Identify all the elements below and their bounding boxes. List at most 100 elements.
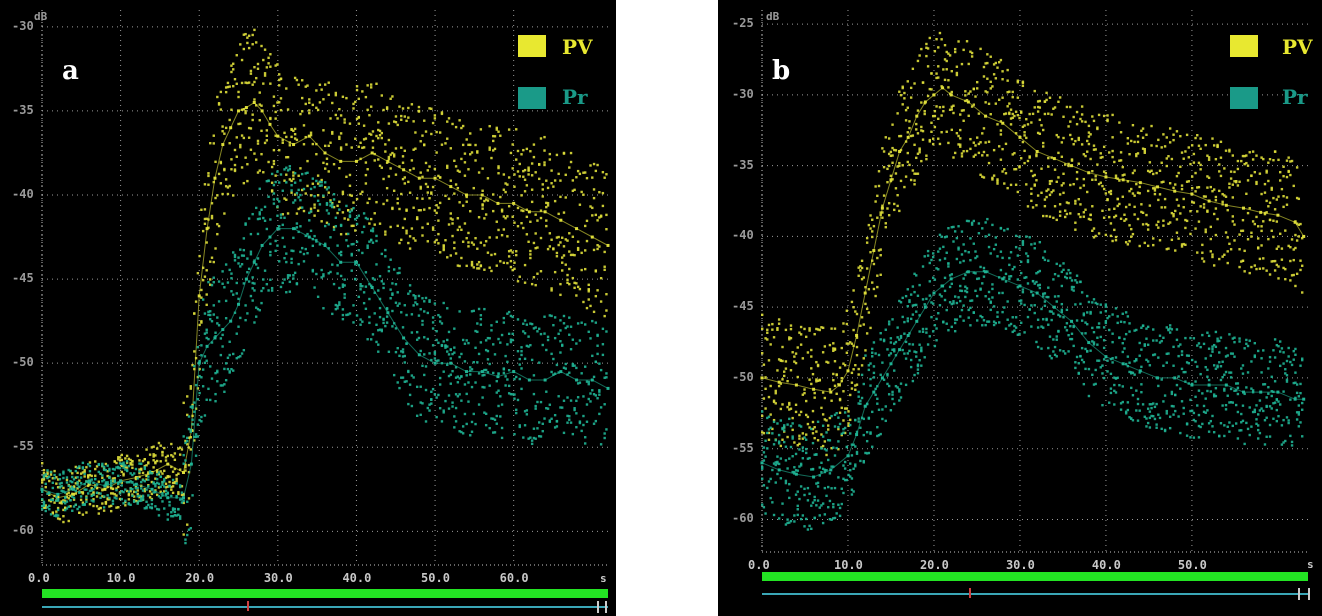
sample-point: [193, 312, 196, 315]
timeline-end-handle-a[interactable]: [597, 601, 607, 613]
sample-column: [63, 491, 67, 512]
data-point: [166, 496, 170, 500]
timeline-scroll-track-a[interactable]: [42, 606, 608, 608]
sample-point: [230, 367, 233, 371]
sample-point: [1065, 105, 1069, 109]
sample-column: [348, 210, 352, 315]
sample-point: [559, 293, 562, 297]
sample-point: [603, 432, 606, 435]
sample-column: [62, 486, 65, 524]
sample-point: [230, 158, 233, 161]
sample-point: [1141, 147, 1145, 150]
sample-point: [437, 219, 440, 222]
sample-point: [764, 407, 767, 410]
sample-point: [1086, 150, 1089, 153]
sample-point: [525, 147, 529, 151]
sample-point: [808, 327, 811, 330]
sample-point: [1047, 112, 1050, 115]
sample-point: [407, 106, 410, 110]
sample-point: [562, 431, 566, 435]
data-point: [237, 302, 241, 306]
sample-point: [332, 282, 336, 286]
sample-point: [239, 43, 242, 46]
sample-point: [187, 497, 191, 500]
sample-point: [109, 492, 113, 495]
sample-point: [550, 314, 553, 318]
sample-point: [509, 265, 513, 269]
sample-point: [71, 495, 74, 498]
sample-column: [369, 83, 373, 221]
sample-point: [219, 182, 223, 185]
sample-point: [1284, 229, 1287, 232]
sample-point: [48, 491, 51, 494]
sample-point: [408, 284, 412, 287]
sample-point: [138, 459, 141, 462]
sample-point: [465, 200, 468, 203]
sample-point: [584, 267, 587, 271]
sample-point: [380, 166, 383, 169]
sample-point: [447, 407, 451, 410]
sample-column: [918, 54, 921, 154]
sample-point: [461, 143, 465, 147]
sample-point: [175, 482, 178, 485]
sample-column: [559, 179, 562, 297]
sample-column: [170, 494, 173, 518]
sample-point: [564, 367, 567, 370]
sample-column: [940, 38, 943, 134]
sample-point: [1289, 259, 1292, 263]
sample-point: [53, 469, 56, 473]
sample-point: [67, 488, 70, 491]
sample-point: [465, 195, 468, 199]
sample-point: [1184, 218, 1187, 222]
sample-column: [71, 475, 74, 512]
sample-point: [926, 65, 930, 68]
sample-point: [405, 229, 408, 232]
sample-point: [1292, 273, 1295, 277]
sample-point: [232, 62, 235, 65]
sample-point: [207, 174, 210, 178]
sample-point: [182, 533, 185, 536]
sample-point: [845, 322, 849, 326]
sample-point: [95, 505, 99, 508]
sample-point: [301, 188, 304, 192]
sample-column: [1077, 136, 1080, 216]
sample-point: [1058, 214, 1062, 217]
sample-column: [1204, 143, 1207, 234]
sample-point: [497, 172, 500, 175]
sample-column: [1170, 157, 1174, 242]
sample-point: [507, 332, 511, 336]
sample-point: [69, 480, 72, 483]
sample-point: [523, 281, 527, 284]
sample-point: [1143, 241, 1146, 245]
sample-column: [76, 466, 79, 511]
sample-point: [446, 166, 449, 169]
sample-point: [316, 209, 320, 212]
sample-point: [523, 332, 527, 335]
sample-point: [424, 161, 428, 165]
sample-point: [299, 225, 302, 228]
sample-point: [1080, 120, 1084, 123]
sample-point: [1114, 238, 1118, 242]
sample-point: [1209, 237, 1212, 241]
sample-point: [1180, 243, 1184, 246]
sample-point: [377, 289, 380, 292]
timeline-marker-a[interactable]: [247, 601, 249, 611]
sample-point: [451, 122, 454, 126]
sample-point: [226, 85, 230, 89]
sample-point: [1130, 227, 1133, 231]
sample-point: [942, 105, 945, 109]
sample-point: [200, 420, 203, 423]
sample-point: [1277, 158, 1280, 162]
sample-point: [1190, 186, 1194, 190]
sample-point: [49, 498, 53, 501]
sample-point: [454, 252, 458, 255]
sample-point: [359, 323, 362, 326]
sample-point: [446, 120, 449, 123]
sample-point: [1096, 127, 1099, 131]
sample-point: [896, 112, 899, 115]
sample-point: [293, 137, 297, 140]
sample-column: [575, 176, 578, 297]
sample-point: [316, 254, 320, 257]
sample-point: [555, 419, 559, 423]
data-point: [182, 496, 185, 500]
